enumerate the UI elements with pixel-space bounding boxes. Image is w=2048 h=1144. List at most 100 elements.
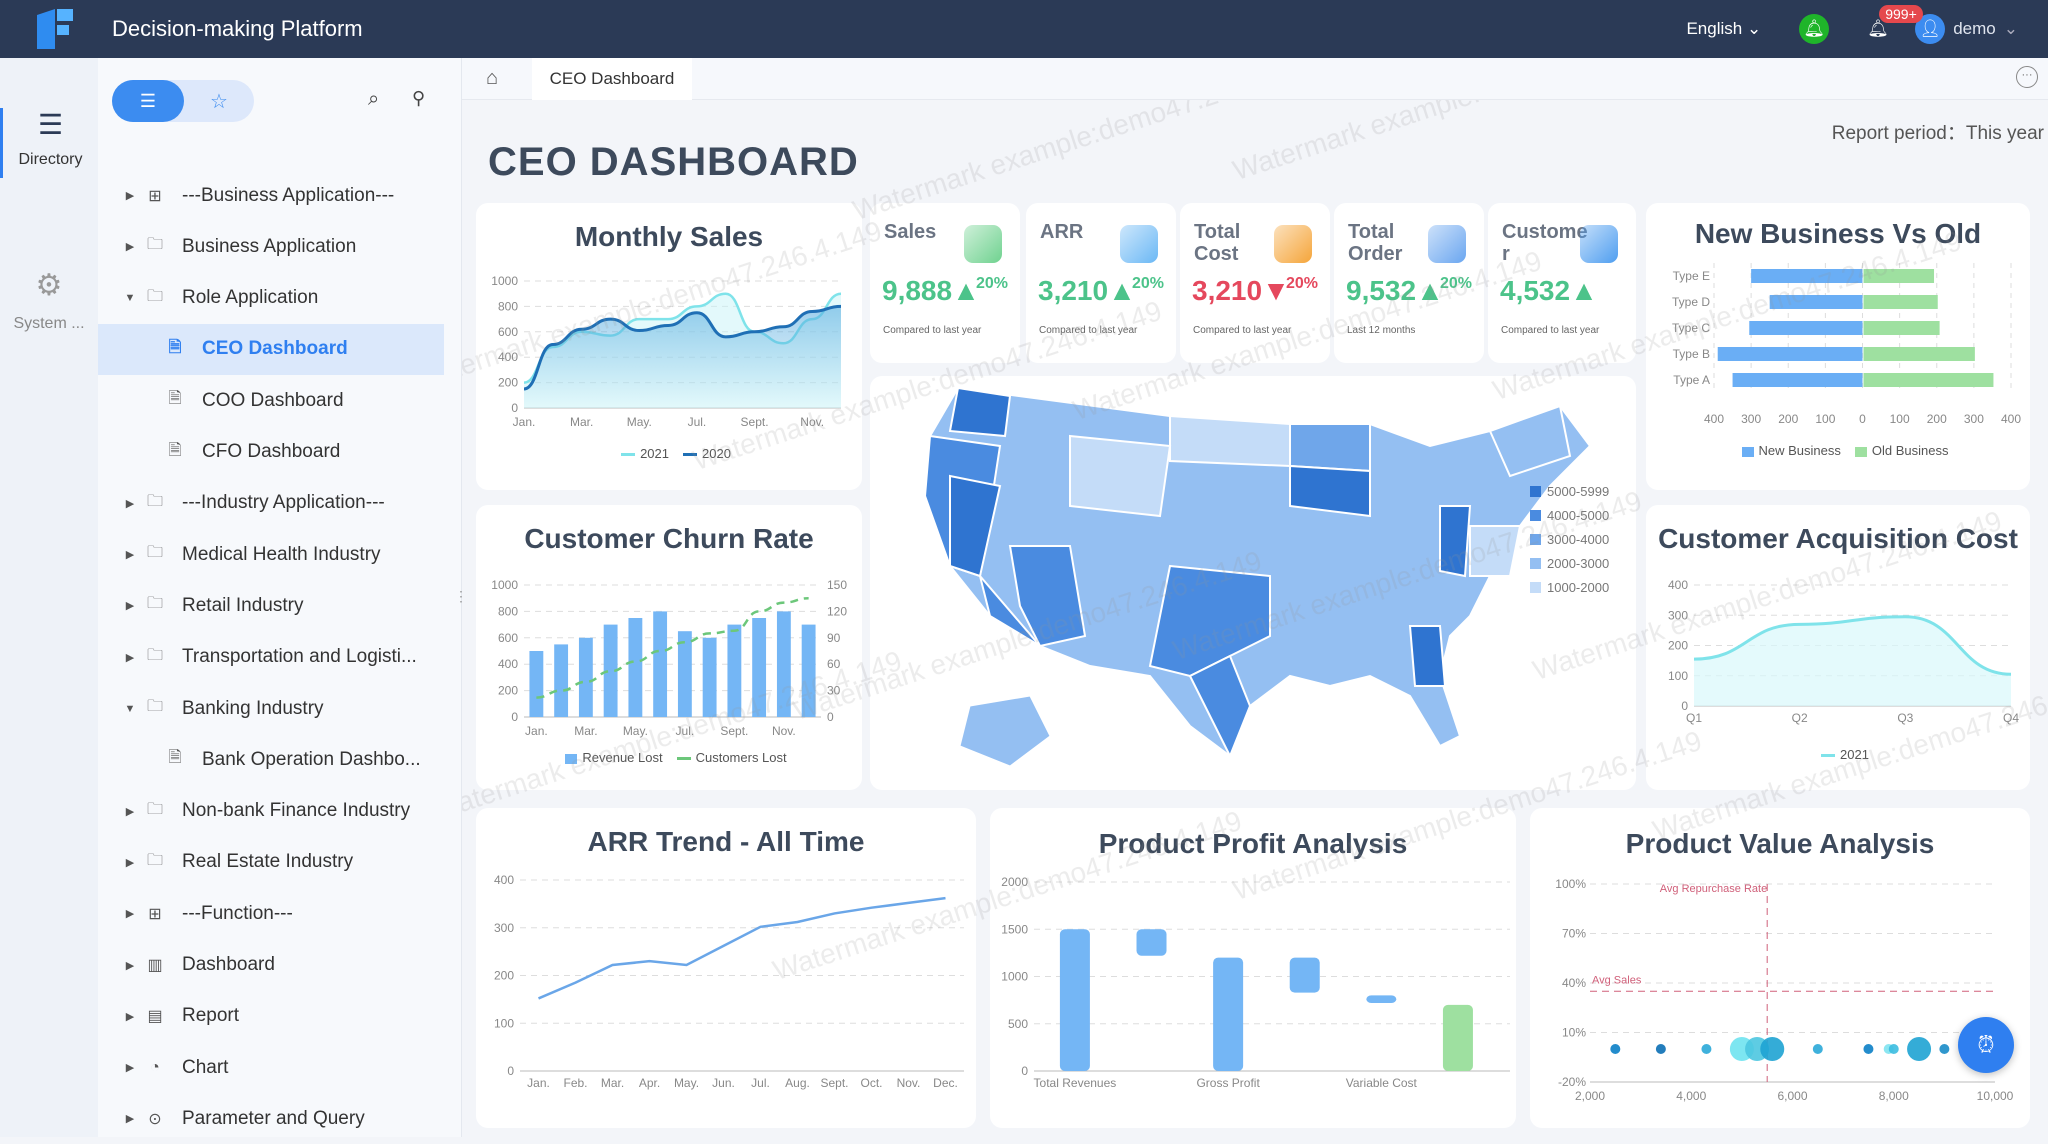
tab-ceo-dashboard[interactable]: CEO Dashboard	[532, 58, 692, 100]
caret-right-icon[interactable]: ▶	[125, 908, 135, 921]
bar	[578, 637, 593, 717]
y-tick-label: 200	[498, 376, 518, 390]
sidebar-item[interactable]: 🗎︎ CFO Dashboard	[98, 427, 444, 478]
x-tick-label: Q3	[1897, 711, 1913, 725]
kpi-label: Sales	[884, 221, 937, 243]
sidebar-item-label: Role Application	[182, 287, 319, 309]
list-view-button[interactable]: ☰	[112, 80, 184, 122]
x-tick-label: Q4	[2003, 711, 2019, 725]
sidebar-item[interactable]: ▶ ◔ Chart	[98, 1042, 444, 1093]
sidebar-item[interactable]: ▶ ▥ Dashboard	[98, 940, 444, 991]
caret-right-icon[interactable]: ▶	[125, 1113, 135, 1126]
chart-title: Monthly Sales	[574, 221, 764, 252]
y2-tick-label: 0	[827, 710, 834, 724]
kpi-value: 3,210▲	[1038, 275, 1136, 307]
caret-right-icon[interactable]: ▶	[125, 241, 135, 254]
sidebar-item[interactable]: ▼ 🗀︎ Role Application	[98, 273, 444, 324]
caret-right-icon[interactable]: ▶	[125, 549, 135, 562]
x-tick-label: Nov.	[772, 724, 796, 738]
sidebar-item-label: Parameter and Query	[182, 1107, 365, 1129]
x-tick-label: Variable Cost	[1346, 1076, 1418, 1090]
y-tick-label: 0	[1021, 1064, 1028, 1078]
waterfall-bar	[1442, 1004, 1473, 1071]
legend-old: Old Business	[1871, 443, 1949, 458]
caret-right-icon[interactable]: ▶	[125, 497, 135, 510]
sidebar-item-label: CEO Dashboard	[202, 338, 348, 360]
caret-right-icon[interactable]: ▶	[125, 856, 135, 869]
caret-right-icon[interactable]: ▶	[125, 651, 135, 664]
gear-icon: ⚙	[35, 269, 63, 302]
caret-right-icon[interactable]: ▶	[125, 1010, 135, 1023]
user-name: demo	[1953, 19, 1996, 38]
sidebar-item[interactable]: 🗎︎ COO Dashboard	[98, 375, 444, 426]
search-button[interactable]: ⌕	[368, 88, 379, 111]
x-tick-label: May.	[627, 415, 652, 429]
caret-right-icon[interactable]: ▶	[125, 190, 135, 202]
sidebar-item[interactable]: ▶ 🗀︎ ---Industry Application---	[98, 478, 444, 529]
sidebar-item-label: Transportation and Logisti...	[182, 646, 417, 668]
product-profit-card: 0 500 1000 1500 2000 Total Revenues Gross Prof…	[990, 808, 1516, 1128]
chart-legend: 2021	[1646, 747, 2030, 762]
sidebar-item[interactable]: ▼ 🗀︎ Banking Industry	[98, 683, 444, 734]
pin-button[interactable]: ⚲	[412, 88, 425, 109]
state-region	[1008, 545, 1087, 648]
sidebar-item[interactable]: 🗎︎ CEO Dashboard	[98, 323, 444, 375]
rail-system[interactable]: ⚙ System ...	[0, 268, 98, 333]
caret-right-icon[interactable]: ▶	[125, 959, 135, 972]
kpi-label: Total Cost	[1194, 221, 1241, 265]
caret-right-icon[interactable]: ▶	[125, 805, 135, 818]
chart-title: Customer Churn Rate	[524, 523, 814, 554]
kpi-number: 3,210	[1192, 275, 1263, 306]
series-line-2021	[1693, 615, 2012, 676]
caret-down-icon[interactable]: ▼	[124, 292, 136, 305]
scatter-point	[1888, 1044, 1899, 1054]
y-tick-label: 600	[498, 631, 518, 645]
sidebar-item[interactable]: ▶ ⊞ ---Business Application---	[98, 170, 444, 221]
sidebar-item[interactable]: ▶ 🗀︎ Non-bank Finance Industry	[98, 786, 444, 837]
rail-directory[interactable]: ☰ Directory	[0, 108, 98, 178]
more-button[interactable]: ···	[2016, 66, 2038, 88]
trend-up-icon: ▲	[952, 275, 980, 306]
y-tick-label: 70%	[1562, 927, 1586, 941]
caret-down-icon[interactable]: ▼	[124, 702, 136, 715]
y-tick-label: Type A	[1673, 373, 1710, 387]
sidebar-item[interactable]: ▶ 🗀︎ Retail Industry	[98, 580, 444, 631]
user-menu[interactable]: 👤︎ demo ⌄	[1915, 14, 2018, 44]
sidebar-item[interactable]: 🗎︎ Bank Operation Dashbo...	[98, 734, 444, 785]
green-bell-button[interactable]: 🔔︎	[1799, 14, 1830, 44]
kpi-value: 3,210▼	[1192, 275, 1290, 307]
sidebar-item[interactable]: ▶ 🗀︎ Real Estate Industry	[98, 837, 444, 888]
sidebar-item[interactable]: ▶ ▤ Report	[98, 991, 444, 1042]
x-tick-label: Nov.	[897, 1076, 921, 1090]
sidebar-item[interactable]: ▶ 🗀︎ Medical Health Industry	[98, 529, 444, 580]
sidebar-item[interactable]: ▶ 🗀︎ Transportation and Logisti...	[98, 632, 444, 683]
favorites-button[interactable]: ☆	[184, 80, 254, 122]
app-logo[interactable]	[33, 7, 77, 51]
grid-icon: ⊞	[148, 905, 162, 923]
kpi-card: ARR 3,210▲ 20% Compared to last year	[1026, 203, 1176, 363]
sidebar-item[interactable]: ▶ ⊙ Parameter and Query	[98, 1093, 444, 1144]
chart-legend: 2021 2020	[476, 446, 862, 461]
y-tick-label: 300	[494, 921, 514, 935]
x-tick-label: Aug.	[785, 1076, 810, 1090]
tab-label: CEO Dashboard	[549, 69, 675, 88]
scatter-point	[1812, 1044, 1823, 1054]
caret-right-icon[interactable]: ▶	[125, 1062, 135, 1075]
notifications-button[interactable]: 🔔︎ 999+	[1867, 5, 1923, 39]
home-button[interactable]: ⌂	[486, 67, 498, 90]
assistant-button[interactable]: ⏰︎	[1958, 1017, 2014, 1073]
sidebar-item[interactable]: ▶ ⊞ ---Function---	[98, 888, 444, 939]
caret-right-icon[interactable]: ▶	[125, 600, 135, 613]
bar	[801, 624, 816, 717]
sidebar-item[interactable]: ▶ 🗀︎ Business Application	[98, 221, 444, 272]
trend-down-icon: ▼	[1262, 275, 1290, 306]
y-tick-label: Type E	[1673, 269, 1710, 283]
document-icon: 🗎︎	[168, 338, 182, 356]
pie-chart-icon: ◔	[150, 1058, 160, 1076]
language-select[interactable]: English ⌄	[1686, 19, 1761, 39]
report-icon: ▤	[147, 1008, 163, 1026]
kpi-note: Last 12 months	[1347, 325, 1416, 336]
kpi-note: Compared to last year	[1039, 325, 1138, 336]
y-tick-label: 1000	[491, 274, 518, 288]
state-region	[959, 695, 1051, 767]
